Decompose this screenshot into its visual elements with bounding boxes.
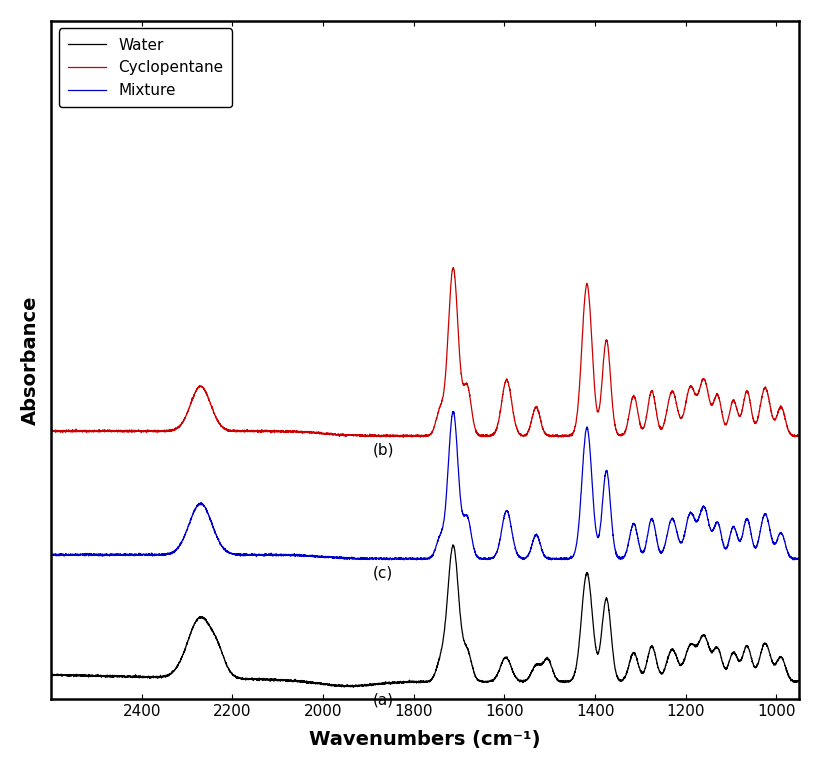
Cyclopentane <box>415 433 425 442</box>
Legend: Water, Cyclopentane, Mixture: Water, Cyclopentane, Mixture <box>58 28 232 107</box>
Text: (a): (a) <box>373 692 394 708</box>
Water <box>448 541 458 550</box>
Water <box>661 658 671 668</box>
Text: (b): (b) <box>373 443 394 457</box>
Mixture <box>661 534 671 543</box>
Cyclopentane <box>448 263 458 273</box>
Mixture <box>387 555 396 564</box>
Water <box>182 638 192 648</box>
X-axis label: Wavenumbers (cm⁻¹): Wavenumbers (cm⁻¹) <box>309 730 541 749</box>
Water <box>495 664 505 673</box>
Mixture <box>794 554 803 563</box>
Mixture <box>448 407 458 416</box>
Mixture <box>182 525 192 534</box>
Mixture <box>532 533 542 542</box>
Water <box>532 661 542 670</box>
Mixture <box>46 549 56 558</box>
Mixture <box>332 554 342 563</box>
Water <box>348 682 358 691</box>
Water <box>794 676 803 685</box>
Line: Mixture: Mixture <box>51 411 799 560</box>
Cyclopentane <box>604 359 613 368</box>
Water <box>604 611 613 620</box>
Cyclopentane <box>495 408 505 417</box>
Water <box>46 670 56 679</box>
Cyclopentane <box>332 430 342 440</box>
Cyclopentane <box>532 407 542 416</box>
Mixture <box>495 534 505 544</box>
Water <box>332 681 342 690</box>
Cyclopentane <box>794 431 803 440</box>
Cyclopentane <box>182 410 192 419</box>
Cyclopentane <box>661 408 671 417</box>
Cyclopentane <box>46 427 56 436</box>
Text: (c): (c) <box>373 565 392 581</box>
Y-axis label: Absorbance: Absorbance <box>20 295 40 425</box>
Mixture <box>604 488 613 497</box>
Line: Cyclopentane: Cyclopentane <box>51 268 799 437</box>
Line: Water: Water <box>51 545 799 687</box>
